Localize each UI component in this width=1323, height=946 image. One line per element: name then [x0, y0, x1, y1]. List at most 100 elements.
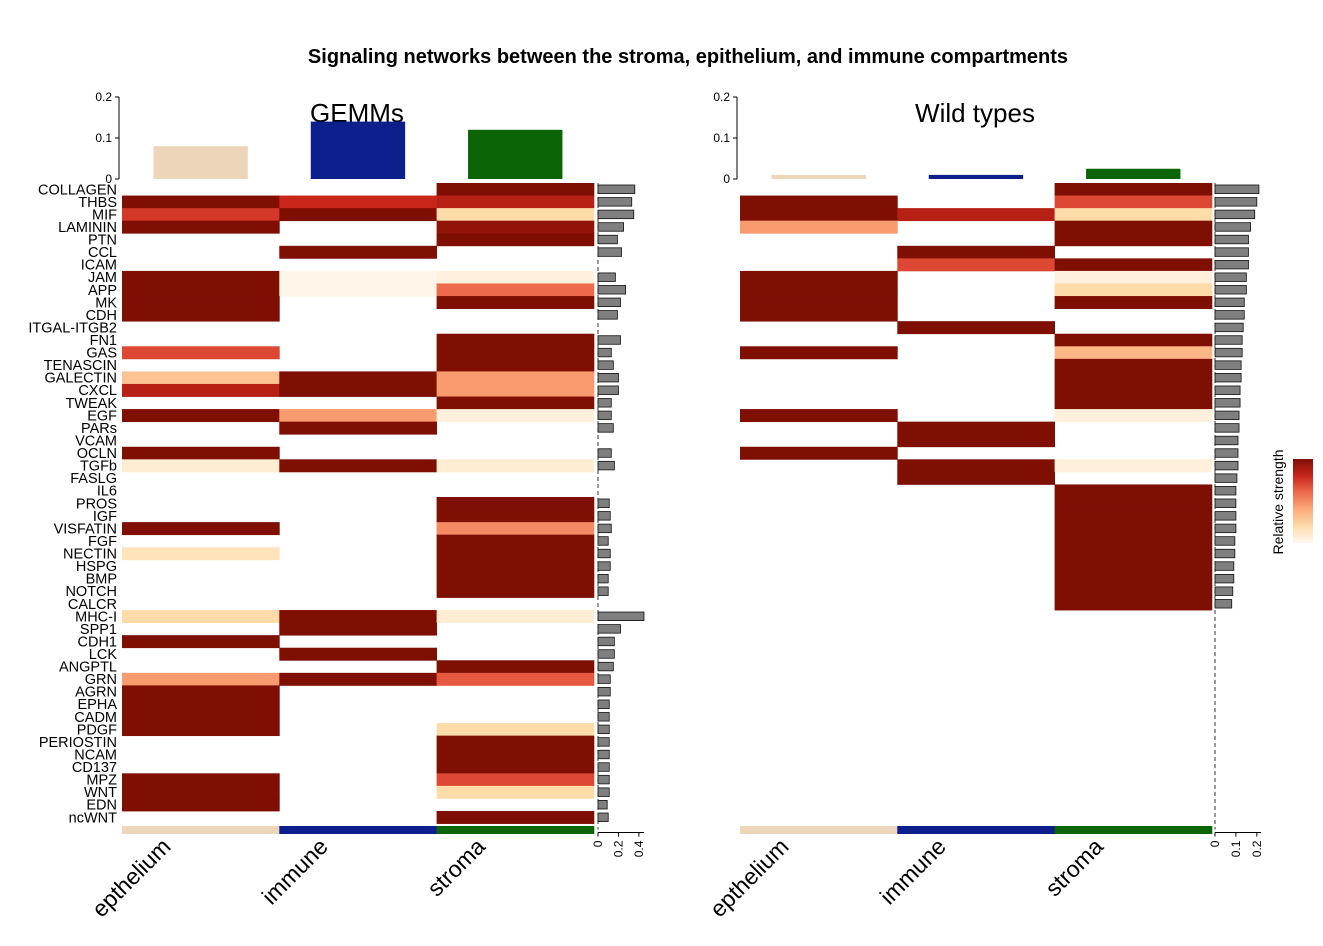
heatmap-cell-nectin-epthelium	[122, 547, 280, 561]
side-bar-cdh1	[597, 636, 615, 647]
row-label-cdh: CDH	[86, 308, 117, 324]
side-bar-collagen	[597, 184, 636, 194]
heatmap-cell-ncam-stroma	[436, 748, 595, 762]
side-bar-hspg	[1214, 561, 1235, 571]
top-axis-tick-label: 0.2	[95, 90, 112, 104]
side-bar-ncam	[597, 749, 610, 760]
heatmap-cell-egf-stroma	[1054, 409, 1213, 423]
top-bar-stroma	[468, 129, 563, 179]
side-bar-wnt	[597, 787, 610, 797]
heatmap-cell-faslg-immune	[897, 471, 1055, 485]
heatmap-cell-tweak-stroma	[436, 396, 595, 410]
heatmap-cell-gas-epthelium	[122, 346, 280, 360]
heatmap-cell-fgf-stroma	[1054, 534, 1213, 548]
heatmap-cell-egf-immune	[279, 409, 437, 423]
row-label-tweak: TWEAK	[65, 396, 117, 412]
heatmap-cell-app-epthelium	[740, 283, 898, 297]
row-label-wnt: WNT	[84, 785, 117, 801]
column-label-stroma: stroma	[422, 833, 490, 901]
heatmap-cell-thbs-stroma	[436, 195, 595, 209]
heatmap-cell-visfatin-epthelium	[122, 522, 280, 536]
row-label-fn1: FN1	[90, 333, 117, 349]
heatmap-cell-tenascin-stroma	[436, 358, 595, 372]
heatmap-cell-tenascin-stroma	[1054, 358, 1213, 372]
row-label-bmp: BMP	[86, 572, 117, 588]
heatmap-cell-epha-epthelium	[122, 697, 280, 711]
row-label-calcr: CALCR	[68, 597, 117, 613]
row-label-fgf: FGF	[88, 534, 117, 550]
heatmap-cell-grn-stroma	[436, 672, 595, 686]
heatmap-cell-tgfb-immune	[279, 459, 437, 473]
side-bar-itgal-itgb2	[1214, 322, 1244, 333]
heatmap-cell-ccl-immune	[279, 245, 437, 259]
side-axis-tick-label: 0.2	[1250, 840, 1264, 857]
side-bar-nectin	[597, 548, 611, 559]
side-axis-tick-label: 0.1	[1229, 840, 1243, 857]
row-label-nectin: NECTIN	[63, 547, 117, 563]
side-bar-cd137	[597, 762, 610, 772]
side-bar-ccl	[1214, 247, 1249, 257]
side-bar-igf	[597, 511, 611, 521]
side-bar-mk	[1214, 297, 1245, 308]
heatmap-cell-pars-immune	[279, 421, 437, 435]
side-bar-angptl	[597, 661, 614, 672]
column-label-epthelium: epthelium	[87, 833, 176, 922]
row-label-ccl: CCL	[88, 245, 117, 261]
side-bar-mif	[1214, 209, 1256, 220]
side-bar-tgfb	[597, 460, 615, 471]
side-bar-periostin	[597, 737, 610, 747]
heatmap-cell-jam-immune	[279, 270, 437, 284]
side-bar-egf	[597, 410, 612, 421]
heatmap-cell-angptl-stroma	[436, 660, 595, 674]
side-bar-tweak	[597, 398, 612, 408]
heatmap-cell-tgfb-stroma	[1054, 459, 1213, 473]
side-bar-pros	[1214, 498, 1237, 508]
heatmap-cell-cxcl-stroma	[436, 383, 595, 397]
side-bar-vcam	[1214, 435, 1239, 446]
heatmap-cell-agrn-epthelium	[122, 685, 280, 699]
heatmap-cell-grn-immune	[279, 672, 437, 686]
column-label-epthelium: epthelium	[705, 833, 794, 922]
side-bar-thbs	[1214, 197, 1258, 207]
row-label-tgfb: TGFb	[80, 459, 117, 475]
side-bar-fn1	[1214, 335, 1243, 345]
top-axis-tick-label: 0.1	[95, 131, 112, 145]
heatmap-cell-galectin-epthelium	[122, 371, 280, 385]
top-bar-stroma	[1086, 168, 1181, 179]
heatmap-cell-cxcl-stroma	[1054, 383, 1213, 397]
side-bar-calcr	[1214, 599, 1233, 609]
side-bar-egf	[1214, 410, 1240, 421]
heatmap-cell-mhc-i-epthelium	[122, 610, 280, 623]
top-bar-immune	[928, 174, 1024, 179]
panel-gemms: GEMMs00.10.2COLLAGENTHBSMIFLAMININPTNCCL…	[28, 90, 646, 922]
row-label-epha: EPHA	[78, 697, 118, 713]
side-bar-ocln	[1214, 448, 1239, 458]
heatmap-cell-icam-immune	[897, 258, 1055, 272]
side-axis-tick-label: 0.4	[632, 840, 646, 857]
heatmap-cell-nectin-stroma	[436, 547, 595, 561]
top-axis-tick-label: 0.1	[713, 131, 730, 145]
side-bar-fgf	[597, 536, 609, 546]
side-bar-ncwnt	[597, 812, 609, 822]
heatmap-cell-mif-immune	[897, 208, 1055, 222]
row-label-il6: IL6	[97, 484, 117, 500]
heatmap-cell-igf-stroma	[1054, 509, 1213, 523]
heatmap-cell-periostin-stroma	[436, 735, 595, 749]
heatmap-cell-collagen-stroma	[436, 183, 595, 196]
heatmap-cell-jam-epthelium	[740, 270, 898, 284]
heatmap-cell-wnt-epthelium	[122, 785, 280, 799]
side-bar-laminin	[597, 222, 624, 232]
row-label-collagen: COLLAGEN	[38, 182, 117, 198]
side-bar-spp1	[597, 624, 621, 634]
side-bar-mif	[597, 209, 635, 220]
side-bar-cxcl	[1214, 385, 1241, 395]
heatmap-cell-cdh1-epthelium	[122, 635, 280, 649]
heatmap-cell-thbs-stroma	[1054, 195, 1213, 209]
row-label-icam: ICAM	[81, 258, 117, 274]
column-color-bar-epthelium	[740, 826, 898, 834]
heatmap-cell-mhc-i-immune	[279, 610, 437, 623]
heatmap-cell-ncwnt-stroma	[436, 811, 595, 824]
row-label-cxcl: CXCL	[78, 383, 117, 399]
side-bar-tenascin	[597, 360, 614, 370]
